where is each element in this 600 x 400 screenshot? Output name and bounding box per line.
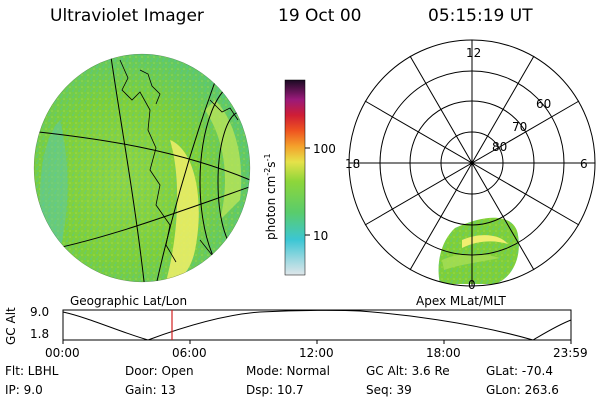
info-dsp: Dsp: 10.7 (246, 383, 304, 397)
info-filter: Flt: LBHL (5, 364, 59, 378)
geographic-caption: Geographic Lat/Lon (70, 294, 188, 308)
timeline-x-2359: 23:59 (553, 346, 588, 360)
polar-plot (348, 39, 596, 287)
colorbar (284, 79, 310, 276)
time: 05:15:19 UT (428, 6, 533, 26)
altitude-timeline (62, 309, 572, 344)
info-seq: Seq: 39 (366, 383, 412, 397)
info-gc-alt: GC Alt: 3.6 Re (366, 364, 450, 378)
colorbar-tick-100: 100 (313, 142, 336, 156)
info-door: Door: Open (125, 364, 194, 378)
mlt-label-18: 18 (345, 157, 361, 171)
timeline-axis-label: GC Alt (4, 307, 18, 345)
colorbar-tick-10: 10 (313, 229, 329, 243)
info-ip: IP: 9.0 (5, 383, 43, 397)
info-mode: Mode: Normal (246, 364, 330, 378)
mlt-label-0: 0 (468, 278, 476, 292)
left-geographic-map (33, 53, 251, 283)
date: 19 Oct 00 (278, 6, 362, 26)
timeline-x-1200: 12:00 (299, 346, 334, 360)
mlt-label-12: 12 (466, 46, 482, 60)
timeline-x-0000: 00:00 (45, 346, 80, 360)
title: Ultraviolet Imager (50, 6, 204, 26)
timeline-x-1800: 18:00 (426, 346, 461, 360)
mlat-label-70: 70 (512, 120, 528, 134)
colorbar-unit-label: photon cm-2s-1 (263, 153, 278, 240)
mlat-label-80: 80 (492, 140, 508, 154)
info-gain: Gain: 13 (125, 383, 176, 397)
timeline-y-1-8: 1.8 (30, 327, 50, 341)
timeline-x-0600: 06:00 (172, 346, 207, 360)
info-glon: GLon: 263.6 (486, 383, 559, 397)
timeline-y-9: 9.0 (30, 305, 50, 319)
mlt-label-6: 6 (580, 157, 588, 171)
mlat-label-60: 60 (536, 97, 552, 111)
info-glat: GLat: -70.4 (486, 364, 553, 378)
apex-caption: Apex MLat/MLT (416, 294, 506, 308)
